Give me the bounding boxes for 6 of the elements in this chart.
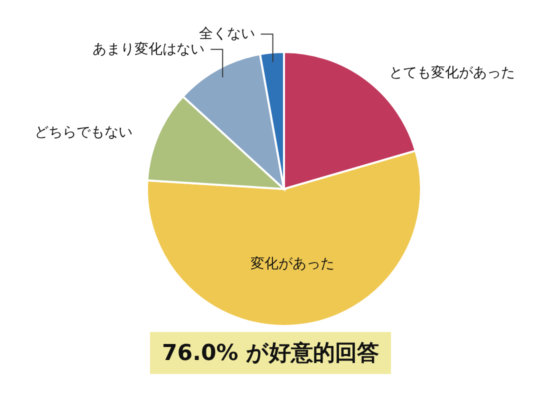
slice-label: どちらでもない	[34, 124, 133, 140]
slice-label: とても変化があった	[389, 65, 516, 82]
text: 76.0% が好意的回答	[150, 332, 391, 374]
slice-label: あまり変化はない	[92, 41, 205, 58]
slice-label: 全くない	[198, 26, 255, 42]
slice-label: 変化があった	[250, 256, 334, 272]
